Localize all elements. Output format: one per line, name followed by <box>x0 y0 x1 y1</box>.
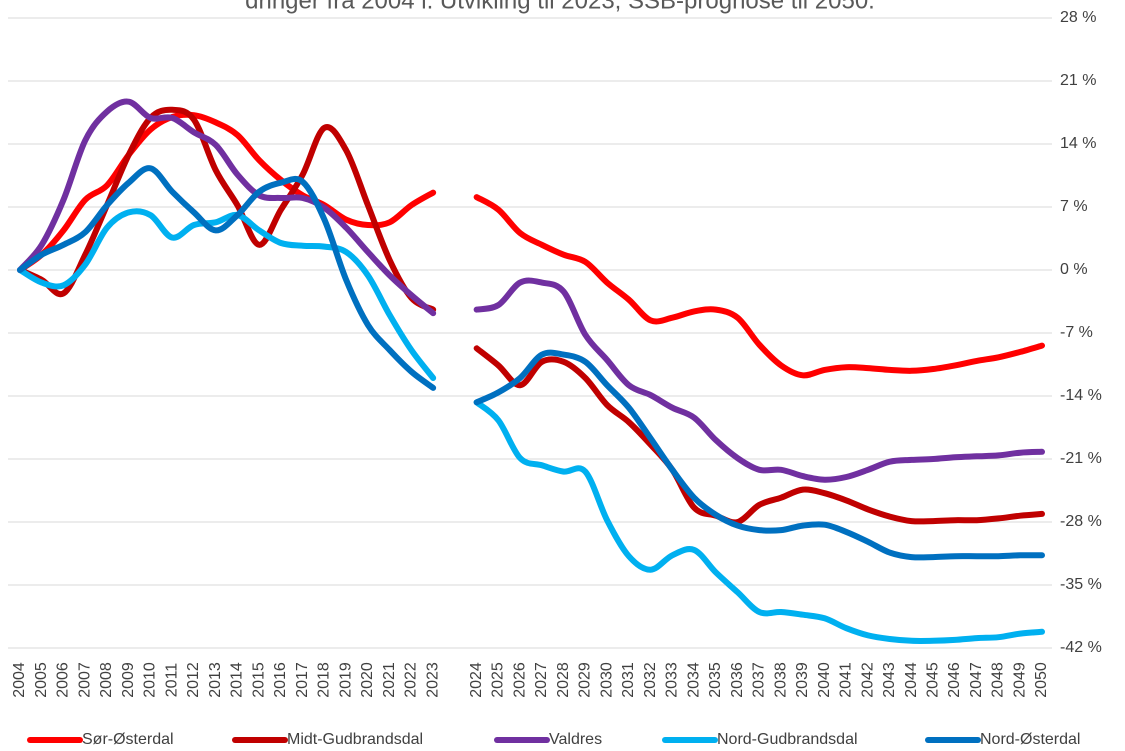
x-tick-label: 2017 <box>294 662 311 698</box>
x-tick-label: 2025 <box>490 662 507 698</box>
x-tick-label: 2044 <box>903 662 920 698</box>
x-tick-label: 2032 <box>642 662 659 698</box>
x-tick-label: 2004 <box>11 662 28 698</box>
x-tick-label: 2020 <box>359 662 376 698</box>
y-tick-label: -42 % <box>1060 639 1102 656</box>
x-tick-label: 2049 <box>1011 662 1028 698</box>
y-tick-label: -7 % <box>1060 324 1093 341</box>
x-tick-label: 2046 <box>946 662 963 698</box>
series-line <box>17 165 1045 561</box>
x-tick-label: 2012 <box>185 662 202 698</box>
x-tick-label: 2009 <box>120 662 137 698</box>
x-tick-label: 2018 <box>316 662 333 698</box>
series-line <box>17 106 1045 526</box>
y-tick-label: -21 % <box>1060 450 1102 467</box>
x-tick-label: 2027 <box>533 662 550 698</box>
x-tick-label: 2036 <box>729 662 746 698</box>
series-line <box>17 208 1045 644</box>
x-tick-label: 2024 <box>468 662 485 698</box>
x-tick-label: 2021 <box>381 662 398 698</box>
series-line <box>17 98 1045 483</box>
y-tick-label: 14 % <box>1060 135 1096 152</box>
x-tick-label: 2043 <box>881 662 898 698</box>
x-tick-label: 2045 <box>924 662 941 698</box>
y-tick-label: 28 % <box>1060 9 1096 26</box>
x-tick-label: 2022 <box>403 662 420 698</box>
x-tick-label: 2023 <box>424 662 441 698</box>
x-tick-label: 2033 <box>664 662 681 698</box>
y-tick-label: -14 % <box>1060 387 1102 404</box>
legend-label: Nord-Gudbrandsdal <box>717 731 858 748</box>
x-tick-label: 2016 <box>272 662 289 698</box>
legend-label: Nord-Østerdal <box>980 731 1080 748</box>
y-tick-label: -35 % <box>1060 576 1102 593</box>
x-tick-label: 2010 <box>142 662 159 698</box>
x-tick-label: 2014 <box>229 662 246 698</box>
legend-label: Sør-Østerdal <box>82 731 174 748</box>
x-tick-label: 2039 <box>794 662 811 698</box>
x-tick-label: 2038 <box>772 662 789 698</box>
chart-title: dringer fra 2004 i. Utvikling til 2023, … <box>245 0 875 14</box>
x-tick-label: 2006 <box>55 662 72 698</box>
x-tick-label: 2037 <box>751 662 768 698</box>
x-tick-label: 2040 <box>816 662 833 698</box>
legend-label: Midt-Gudbrandsdal <box>287 731 423 748</box>
x-tick-label: 2007 <box>76 662 93 698</box>
x-tick-label: 2005 <box>33 662 50 698</box>
x-tick-label: 2029 <box>577 662 594 698</box>
x-tick-label: 2035 <box>707 662 724 698</box>
legend-label: Valdres <box>549 731 602 748</box>
x-tick-label: 2026 <box>511 662 528 698</box>
series-line <box>17 111 1045 379</box>
x-tick-label: 2013 <box>207 662 224 698</box>
x-tick-label: 2042 <box>859 662 876 698</box>
x-tick-label: 2019 <box>337 662 354 698</box>
x-tick-label: 2041 <box>838 662 855 698</box>
x-tick-label: 2047 <box>968 662 985 698</box>
x-tick-label: 2048 <box>990 662 1007 698</box>
x-tick-label: 2034 <box>685 662 702 698</box>
x-tick-label: 2050 <box>1033 662 1050 698</box>
x-tick-label: 2031 <box>620 662 637 698</box>
x-tick-label: 2015 <box>250 662 267 698</box>
x-tick-label: 2028 <box>555 662 572 698</box>
x-tick-label: 2011 <box>163 663 180 698</box>
y-tick-label: 21 % <box>1060 72 1096 89</box>
y-tick-label: 0 % <box>1060 261 1088 278</box>
y-tick-label: -28 % <box>1060 513 1102 530</box>
y-tick-label: 7 % <box>1060 198 1088 215</box>
x-tick-label: 2030 <box>598 662 615 698</box>
x-tick-label: 2008 <box>98 662 115 698</box>
